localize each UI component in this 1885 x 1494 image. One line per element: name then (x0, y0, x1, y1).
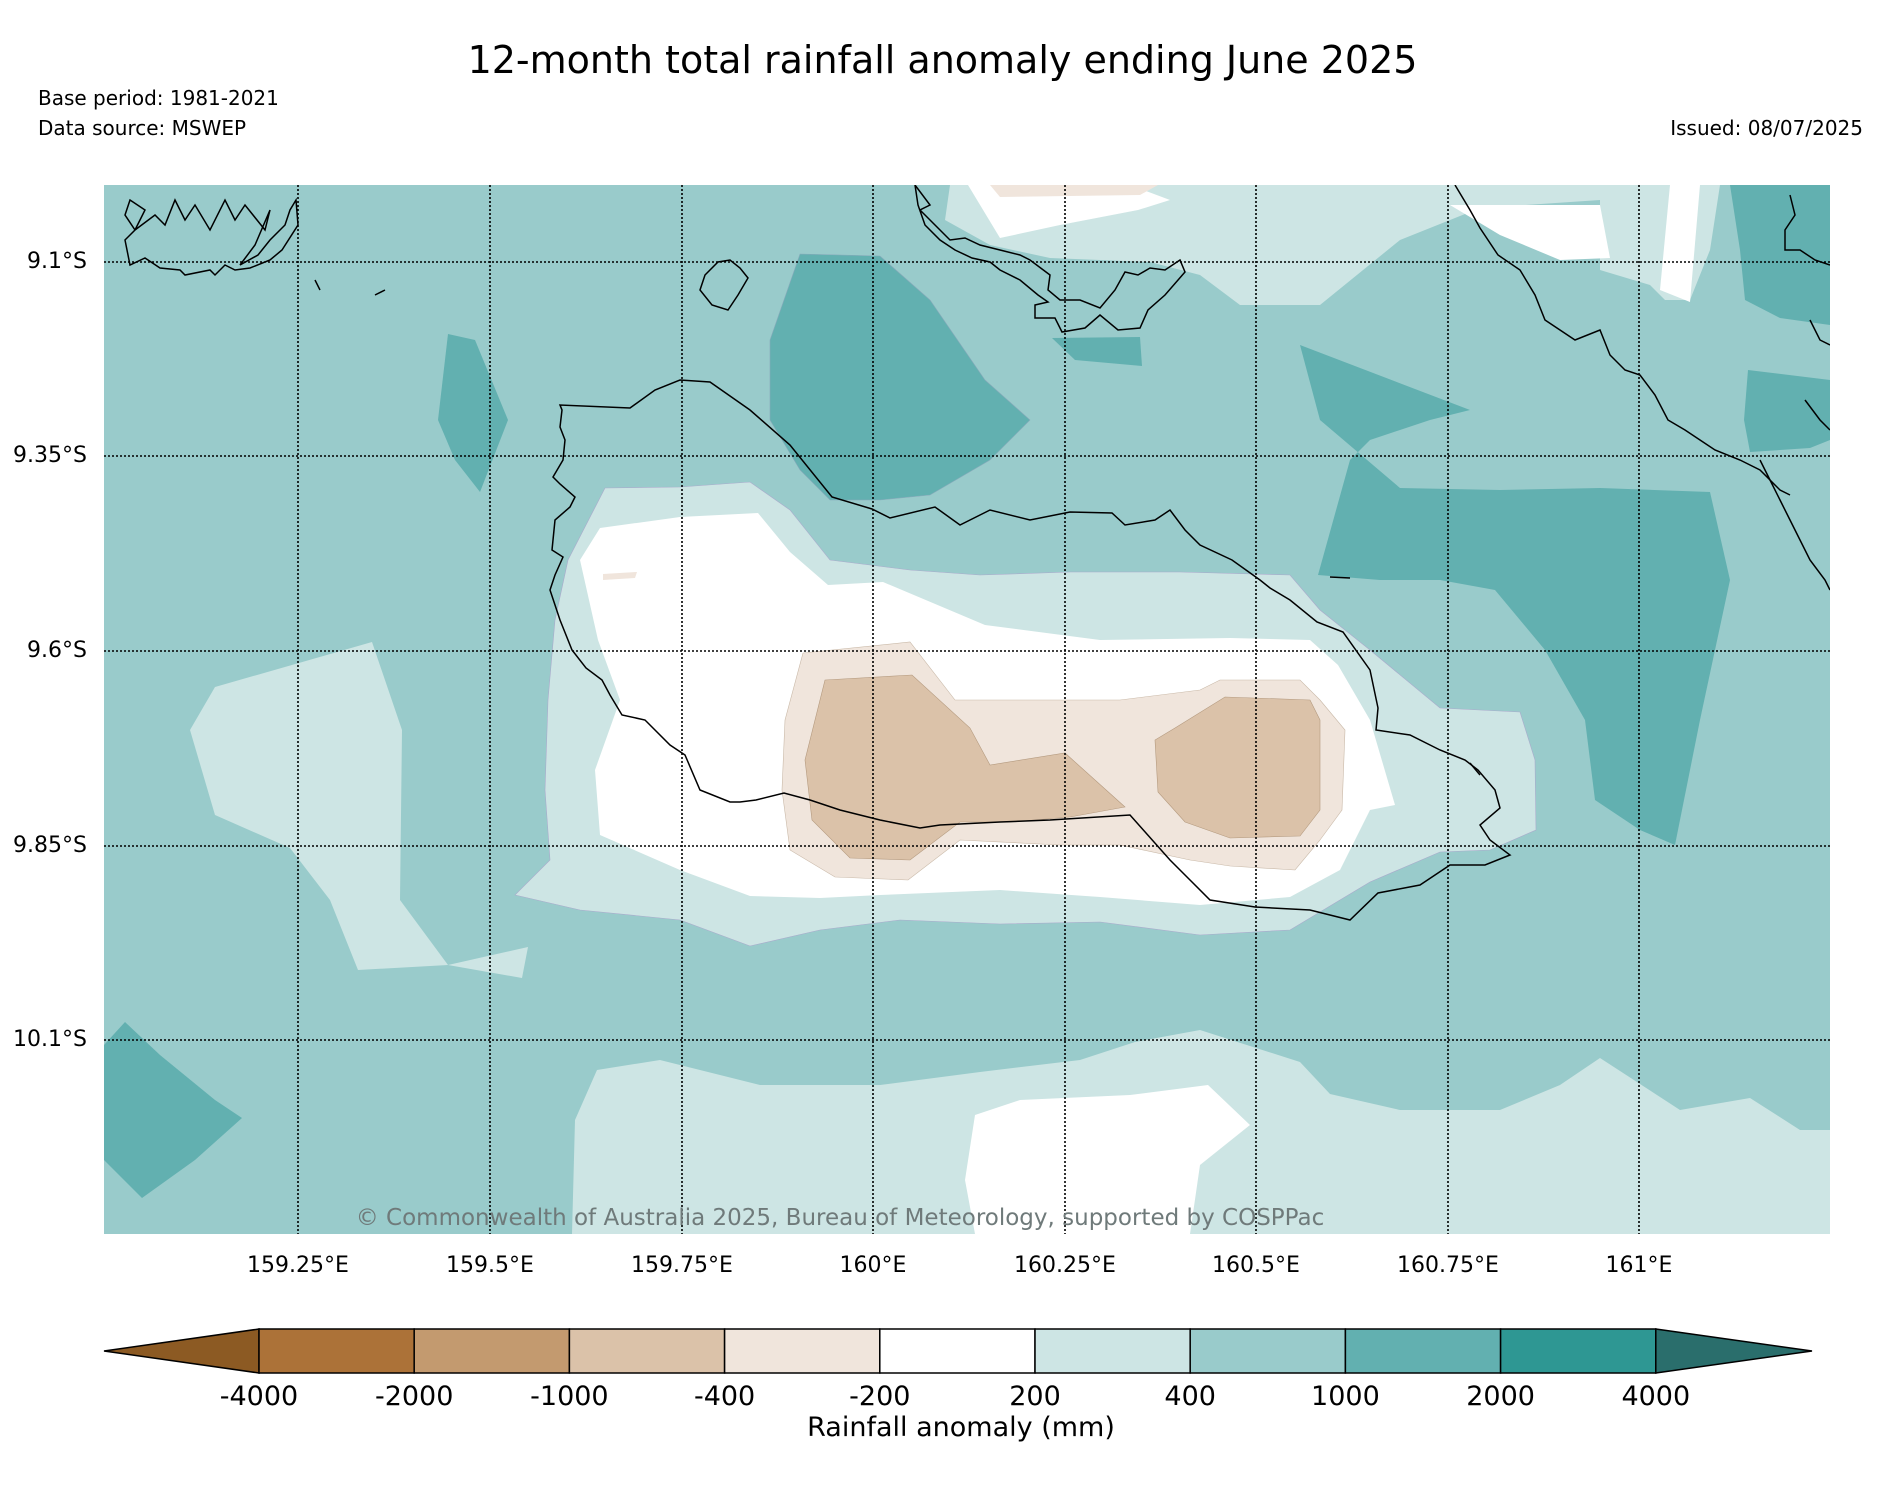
lat-label: 9.35°S (13, 443, 87, 468)
islet-coastline (699, 259, 749, 311)
colorbar-tick-label: -1000 (530, 1381, 608, 1412)
issued-date: Issued: 08/07/2025 (1670, 116, 1863, 140)
coastline-fragment (314, 279, 321, 291)
coastline-east (1759, 459, 1791, 496)
contour-neg200-200-area (1660, 185, 1700, 302)
lon-label: 160.5°E (1212, 1253, 1300, 1278)
contour-neg200-200-area (965, 1085, 1250, 1234)
colorbar-tick-labels: -4000 -2000 -1000 -400 -200 200 400 1000 2000 400… (220, 1381, 1690, 1412)
longitude-labels: 159.25°E 159.5°E 159.75°E 160°E 160.25°E… (247, 1253, 1672, 1278)
colorbar-segment (1499, 1328, 1657, 1374)
colorbar-tick-label: -4000 (220, 1381, 298, 1412)
lon-label: 159.25°E (247, 1253, 349, 1278)
contour-200-400-band (945, 185, 1720, 305)
coastline-north (914, 185, 1186, 333)
lat-label: 9.85°S (13, 833, 87, 858)
colorbar-tick-label: -2000 (375, 1381, 453, 1412)
colorbar-segment (568, 1328, 726, 1374)
colorbar-tick-label: 4000 (1621, 1381, 1690, 1412)
coastline-fragment (1469, 762, 1481, 776)
data-source: Data source: MSWEP (38, 116, 247, 140)
lon-label: 160°E (840, 1253, 907, 1278)
contour-neg200-200-area (1450, 205, 1610, 260)
contour-1000-2000-patch (1744, 370, 1830, 452)
contour-1000-2000-patch (104, 1022, 242, 1198)
contour-1000-2000-patch (1052, 337, 1142, 366)
contour-200-400-patch (190, 642, 528, 978)
contour-1000-2000-patch (1300, 345, 1730, 845)
lon-label: 160.75°E (1397, 1253, 1499, 1278)
lat-label: 9.1°S (27, 249, 87, 274)
contour-neg1000-neg400-area (1154, 696, 1321, 839)
colorbar-segment (413, 1328, 571, 1374)
colorbar-tick-label: 400 (1164, 1381, 1216, 1412)
contour-neg400-neg200-area (990, 185, 1158, 197)
lon-label: 160.25°E (1014, 1253, 1116, 1278)
colorbar-tick-label: -400 (694, 1381, 755, 1412)
contour-1000-2000-patch (1730, 185, 1830, 325)
colorbar-segment (1034, 1328, 1191, 1374)
copyright-notice: © Commonwealth of Australia 2025, Bureau… (356, 1205, 1325, 1231)
map-title: 12-month total rainfall anomaly ending J… (467, 38, 1418, 82)
coastline-east (1804, 399, 1830, 431)
contour-neg1000-neg400-area (804, 674, 1126, 861)
colorbar-tick-label: 1000 (1311, 1381, 1380, 1412)
colorbar-tick-label: -200 (849, 1381, 910, 1412)
colorbar-segment (723, 1328, 881, 1374)
colorbar-label: Rainfall anomaly (mm) (807, 1412, 1115, 1443)
contour-fill (104, 185, 1830, 1234)
coastline-northwest (124, 197, 299, 277)
contour-1000-2000-patch (769, 253, 1031, 501)
graticule (104, 185, 1830, 1234)
lat-label: 9.6°S (27, 638, 87, 663)
lon-label: 159.75°E (631, 1253, 733, 1278)
contour-1000-2000-patch (438, 334, 508, 492)
lon-label: 159.5°E (446, 1253, 534, 1278)
coastline-northeast (1454, 185, 1830, 591)
lat-label: 10.1°S (13, 1027, 87, 1052)
colorbar-extend-low (103, 1328, 260, 1374)
colorbar-tick-label: 200 (1009, 1381, 1061, 1412)
coastlines (124, 185, 1830, 921)
colorbar-segment (1344, 1328, 1502, 1374)
colorbar-segment (258, 1328, 415, 1374)
colorbar-extend-high (1655, 1328, 1813, 1374)
coastline-east (1809, 319, 1830, 346)
contour-neg200-200-area (968, 185, 1170, 238)
island-coastline (549, 379, 1512, 921)
lon-label: 161°E (1606, 1253, 1673, 1278)
coastline-fragment (374, 289, 386, 296)
colorbar-segment (879, 1328, 1036, 1374)
latitude-labels: 9.1°S 9.35°S 9.6°S 9.85°S 10.1°S (13, 249, 87, 1052)
base-period: Base period: 1981-2021 (38, 86, 279, 110)
colorbar (103, 1328, 1813, 1374)
colorbar-segment (1189, 1328, 1347, 1374)
coastline-east (1784, 194, 1830, 266)
coastline-fragment (1329, 576, 1351, 579)
colorbar-tick-label: 2000 (1466, 1381, 1535, 1412)
contour-neg400-neg200-area (603, 572, 637, 580)
